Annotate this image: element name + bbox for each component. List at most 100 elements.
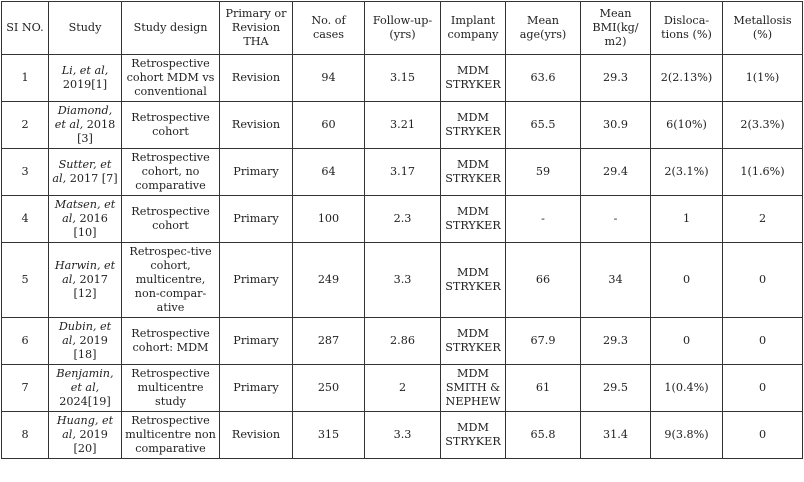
header-mean-bmi: Mean BMI(kg/ m2) [580, 1, 651, 55]
study-year-ref: 2019 [18] [73, 334, 108, 361]
cell-no-of-cases: 64 [292, 148, 365, 196]
cell-dislocations: 2(2.13%) [650, 54, 723, 102]
cell-metallosis: 2(3.3%) [722, 101, 803, 149]
cell-primary-or-revision: Primary [219, 195, 293, 243]
cell-study: Harwin, et al, 2017 [12] [48, 242, 122, 318]
cell-mean-bmi: 34 [580, 242, 651, 318]
cell-no-of-cases: 100 [292, 195, 365, 243]
study-year-ref: 2017 [7] [66, 172, 118, 185]
cell-mean-age: - [505, 195, 581, 243]
cell-si-no: 1 [1, 54, 49, 102]
cell-implant-company: MDM STRYKER [440, 411, 506, 459]
cell-metallosis: 1(1.6%) [722, 148, 803, 196]
cell-metallosis: 2 [722, 195, 803, 243]
cell-primary-or-revision: Primary [219, 148, 293, 196]
cell-no-of-cases: 94 [292, 54, 365, 102]
cell-mean-bmi: 29.5 [580, 364, 651, 412]
cell-study-design: Retrospective cohort MDM vs conventional [121, 54, 220, 102]
study-year-ref: 2016 [10] [73, 212, 108, 239]
cell-study-design: Retrospective cohort: MDM [121, 317, 220, 365]
cell-mean-age: 67.9 [505, 317, 581, 365]
cell-implant-company: MDM STRYKER [440, 195, 506, 243]
cell-primary-or-revision: Primary [219, 317, 293, 365]
cell-mean-age: 63.6 [505, 54, 581, 102]
study-authors: Li, et al, [61, 64, 109, 77]
cell-study-design: Retrospective cohort [121, 195, 220, 243]
study-year-ref: 2024[19] [59, 395, 111, 408]
cell-study-design: Retrospective multicentre non comparativ… [121, 411, 220, 459]
study-year-ref: 2019 [20] [73, 428, 108, 455]
header-metallosis: Metallosis (%) [722, 1, 803, 55]
cell-follow-up: 2 [364, 364, 441, 412]
study-authors: Dubin, et al, [58, 320, 112, 347]
cell-mean-bmi: 29.3 [580, 54, 651, 102]
cell-study-design: Retrospective cohort [121, 101, 220, 149]
cell-metallosis: 1(1%) [722, 54, 803, 102]
cell-mean-bmi: 29.3 [580, 317, 651, 365]
cell-mean-bmi: 31.4 [580, 411, 651, 459]
study-year-ref: 2017 [12] [73, 273, 108, 300]
cell-primary-or-revision: Revision [219, 101, 293, 149]
cell-study: Li, et al, 2019[1] [48, 54, 122, 102]
cell-primary-or-revision: Primary [219, 242, 293, 318]
study-year-ref: 2018 [3] [77, 118, 116, 145]
cell-si-no: 7 [1, 364, 49, 412]
cell-study: Sutter, et al, 2017 [7] [48, 148, 122, 196]
cell-no-of-cases: 249 [292, 242, 365, 318]
cell-dislocations: 9(3.8%) [650, 411, 723, 459]
study-authors: Huang, et al, [56, 414, 114, 441]
cell-study: Diamond, et al, 2018 [3] [48, 101, 122, 149]
cell-metallosis: 0 [722, 411, 803, 459]
header-dislocations: Disloca-tions (%) [650, 1, 723, 55]
cell-si-no: 6 [1, 317, 49, 365]
header-si-no: SI NO. [1, 1, 49, 55]
cell-follow-up: 2.86 [364, 317, 441, 365]
cell-primary-or-revision: Primary [219, 364, 293, 412]
cell-dislocations: 0 [650, 317, 723, 365]
cell-mean-age: 66 [505, 242, 581, 318]
table-row: 6 Dubin, et al, 2019 [18] Retrospective co… [1, 317, 803, 365]
cell-dislocations: 1 [650, 195, 723, 243]
cell-dislocations: 1(0.4%) [650, 364, 723, 412]
cell-metallosis: 0 [722, 317, 803, 365]
cell-si-no: 2 [1, 101, 49, 149]
cell-mean-age: 59 [505, 148, 581, 196]
cell-si-no: 5 [1, 242, 49, 318]
cell-implant-company: MDM SMITH & NEPHEW [440, 364, 506, 412]
cell-no-of-cases: 287 [292, 317, 365, 365]
cell-implant-company: MDM STRYKER [440, 54, 506, 102]
cell-follow-up: 3.17 [364, 148, 441, 196]
cell-follow-up: 3.15 [364, 54, 441, 102]
header-no-of-cases: No. of cases [292, 1, 365, 55]
study-year-ref: 2019[1] [62, 78, 108, 91]
table-row: 1 Li, et al, 2019[1] Retrospective cohort … [1, 54, 803, 102]
cell-dislocations: 2(3.1%) [650, 148, 723, 196]
table-row: 2 Diamond, et al, 2018 [3] Retrospective c… [1, 101, 803, 149]
study-authors: Diamond, et al, [54, 104, 113, 131]
cell-study: Huang, et al, 2019 [20] [48, 411, 122, 459]
study-authors: Sutter, et al, [52, 158, 112, 185]
header-study-design: Study design [121, 1, 220, 55]
cell-follow-up: 2.3 [364, 195, 441, 243]
cell-mean-age: 65.8 [505, 411, 581, 459]
cell-mean-bmi: 29.4 [580, 148, 651, 196]
cell-mean-age: 65.5 [505, 101, 581, 149]
cell-no-of-cases: 250 [292, 364, 365, 412]
cell-study: Dubin, et al, 2019 [18] [48, 317, 122, 365]
study-authors: Benjamin, et al, [56, 367, 114, 394]
cell-si-no: 3 [1, 148, 49, 196]
study-authors: Harwin, et al, [54, 259, 116, 286]
cell-study-design: Retrospective multicentre study [121, 364, 220, 412]
cell-primary-or-revision: Revision [219, 411, 293, 459]
study-authors: Matsen, et al, [54, 198, 116, 225]
table-row: 5 Harwin, et al, 2017 [12] Retrospec-tive … [1, 242, 803, 318]
cell-mean-bmi: 30.9 [580, 101, 651, 149]
cell-dislocations: 0 [650, 242, 723, 318]
header-study: Study [48, 1, 122, 55]
cell-implant-company: MDM STRYKER [440, 148, 506, 196]
cell-study: Benjamin, et al, 2024[19] [48, 364, 122, 412]
cell-metallosis: 0 [722, 364, 803, 412]
cell-study: Matsen, et al, 2016 [10] [48, 195, 122, 243]
header-implant-company: Implant company [440, 1, 506, 55]
cell-primary-or-revision: Revision [219, 54, 293, 102]
